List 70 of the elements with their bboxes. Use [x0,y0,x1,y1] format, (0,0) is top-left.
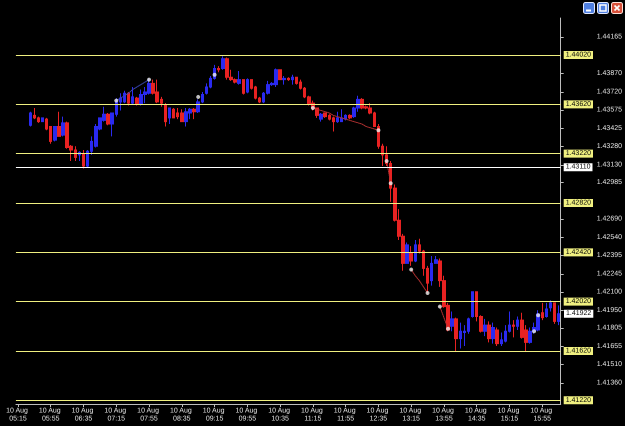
candlestick [287,76,290,82]
candlestick [553,302,556,324]
point [446,326,450,331]
candlestick [483,318,487,337]
candlestick [541,302,544,321]
candlestick [172,108,175,118]
point [536,313,540,318]
candlestick [135,96,139,106]
candlestick [282,75,286,86]
candlestick [192,108,196,120]
candlestick [332,116,335,132]
candlestick [459,322,462,350]
candlestick [155,79,159,104]
candlestick [323,112,327,118]
candlestick [549,300,552,312]
candlestick [221,56,225,70]
candlestick [168,108,171,125]
point [426,291,430,296]
candlestick [184,108,188,128]
candlestick [545,302,548,318]
candlestick [295,76,298,86]
candlestick [82,149,85,169]
candlestick [344,114,347,121]
point [376,128,380,132]
candlestick [164,102,167,128]
candlestick [278,69,282,80]
candlestick [336,111,339,124]
candlestick [491,322,495,344]
candlestick [57,111,61,137]
candlestick [29,111,32,128]
point [114,98,118,103]
point [532,329,536,334]
point [212,72,217,77]
point [310,106,315,110]
candlestick [516,316,519,331]
candlestick [319,112,323,122]
candlestick [454,317,458,352]
candlestick [487,320,491,343]
candlestick [291,74,294,86]
candlestick [106,112,110,126]
candlestick [512,320,515,338]
candlestick [242,79,245,95]
candlestick [405,242,409,264]
point [409,268,414,272]
candlestick [33,108,36,120]
candlestick [409,246,413,266]
point [384,159,389,164]
candlestick [340,108,343,122]
candlestick [414,239,417,263]
point [388,181,393,186]
candlestick [450,311,454,332]
candlestick [180,108,184,122]
candlestick [495,327,499,347]
point [438,304,442,309]
candlestick [41,117,44,122]
candlestick [557,304,560,326]
point [196,94,200,99]
candlestick [53,126,57,142]
candlestick [237,70,241,86]
point [147,78,152,82]
candlestick [225,56,229,80]
candlestick [131,86,134,105]
candlestick [139,89,143,106]
candlestick [274,68,278,88]
candlestick [127,91,130,106]
candlestick [61,116,65,137]
candlestick [217,66,220,73]
candlestick [471,291,474,318]
candlestick [348,114,352,120]
candlestick [246,78,249,94]
